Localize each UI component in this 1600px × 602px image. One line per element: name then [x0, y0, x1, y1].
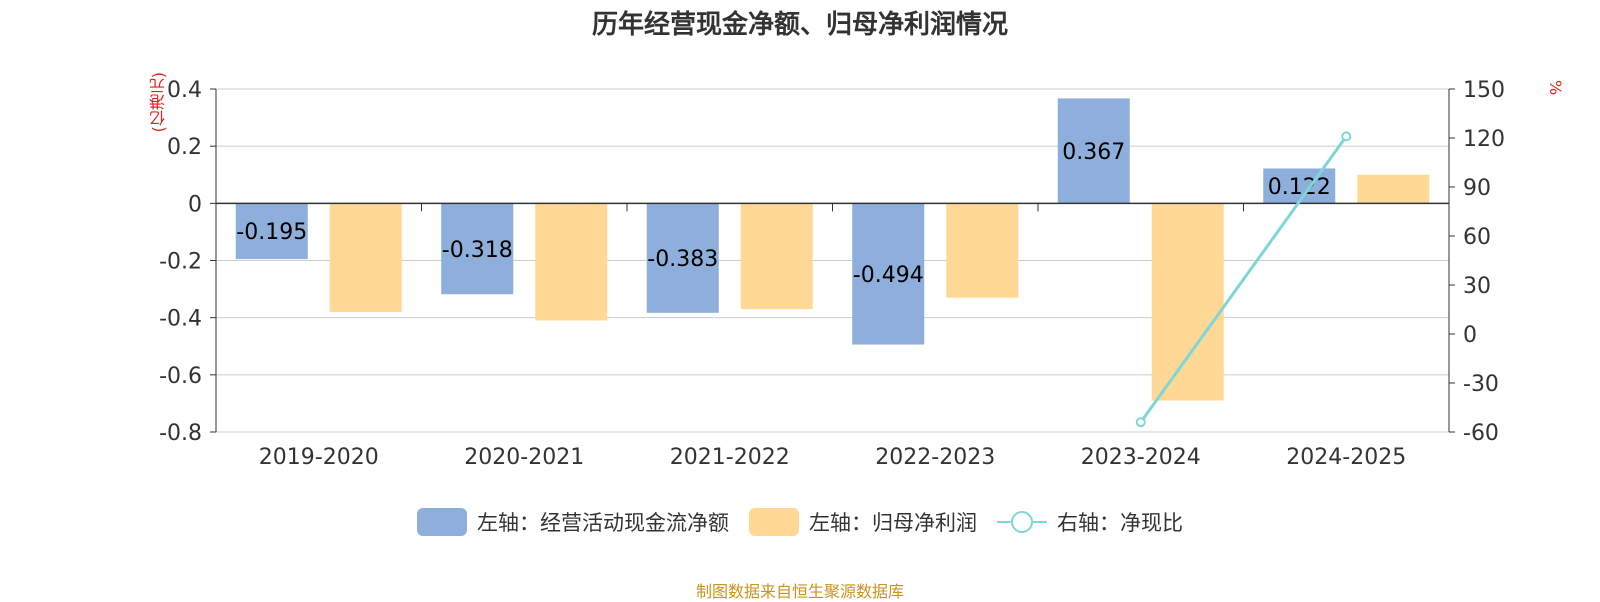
right-axis-tick-label: 120	[1463, 127, 1505, 152]
x-axis-tick-label: 2021-2022	[670, 445, 790, 470]
bar-cashflow	[852, 203, 925, 345]
bar-netprofit	[946, 203, 1019, 298]
x-axis-tick-label: 2019-2020	[259, 445, 379, 470]
right-axis-tick-label: 150	[1463, 78, 1505, 103]
bar-netprofit	[329, 203, 402, 312]
legend-label-ratio: 右轴：净现比	[1057, 511, 1183, 535]
data-label-cashflow: 0.122	[1268, 175, 1331, 200]
right-axis-tick-label: -30	[1463, 372, 1499, 397]
left-axis-tick-label: -0.8	[159, 421, 202, 446]
ratio-line	[1139, 135, 1348, 424]
legend-label-cashflow: 左轴：经营活动现金流净额	[477, 511, 729, 535]
data-label-cashflow: -0.195	[236, 220, 307, 245]
x-axis-tick-label: 2023-2024	[1081, 445, 1201, 470]
bar-cashflow	[1263, 168, 1336, 204]
right-axis-tick-label: -60	[1463, 421, 1499, 446]
left-axis-tick-label: 0.4	[167, 78, 202, 103]
bar-cashflow	[441, 203, 514, 295]
data-label-cashflow: -0.318	[442, 238, 513, 263]
right-axis-tick-label: 30	[1463, 274, 1491, 299]
left-axis-tick-label: -0.2	[159, 250, 202, 275]
ratio-point	[1341, 131, 1352, 142]
legend-swatch-cashflow	[417, 508, 467, 536]
x-axis-tick-label: 2024-2025	[1286, 445, 1406, 470]
data-label-cashflow: 0.367	[1062, 140, 1125, 165]
bar-netprofit	[1151, 203, 1224, 401]
right-axis-tick-label: 60	[1463, 225, 1491, 250]
legend-item-cashflow[interactable]: 左轴：经营活动现金流净额	[417, 507, 729, 537]
right-axis-unit: %	[1546, 80, 1565, 96]
legend-item-netprofit[interactable]: 左轴：归母净利润	[749, 507, 977, 537]
legend: 左轴：经营活动现金流净额 左轴：归母净利润 右轴：净现比	[0, 507, 1600, 537]
bar-cashflow	[1057, 98, 1130, 204]
legend-item-ratio[interactable]: 右轴：净现比	[997, 507, 1183, 537]
x-axis-tick-label: 2022-2023	[875, 445, 995, 470]
left-axis-tick-label: 0	[188, 192, 202, 217]
bar-netprofit	[740, 203, 813, 310]
bar-cashflow	[235, 203, 308, 260]
x-axis-tick-label: 2020-2021	[464, 445, 584, 470]
data-label-cashflow: -0.494	[853, 263, 924, 288]
bar-netprofit	[535, 203, 608, 321]
data-source-note: 制图数据来自恒生聚源数据库	[695, 582, 904, 601]
ratio-point	[1135, 417, 1146, 428]
left-axis-tick-label: -0.4	[159, 307, 202, 332]
legend-swatch-ratio	[997, 511, 1047, 533]
data-label-cashflow: -0.383	[647, 247, 718, 272]
bar-cashflow	[646, 203, 719, 313]
legend-swatch-netprofit	[749, 508, 799, 536]
bar-netprofit	[1357, 174, 1430, 204]
left-axis-tick-label: 0.2	[167, 135, 202, 160]
right-axis-tick-label: 0	[1463, 323, 1477, 348]
left-axis-tick-label: -0.6	[159, 364, 202, 389]
right-axis-tick-label: 90	[1463, 176, 1491, 201]
legend-label-netprofit: 左轴：归母净利润	[809, 511, 977, 535]
chart-title: 历年经营现金净额、归母净利润情况	[591, 10, 1008, 40]
